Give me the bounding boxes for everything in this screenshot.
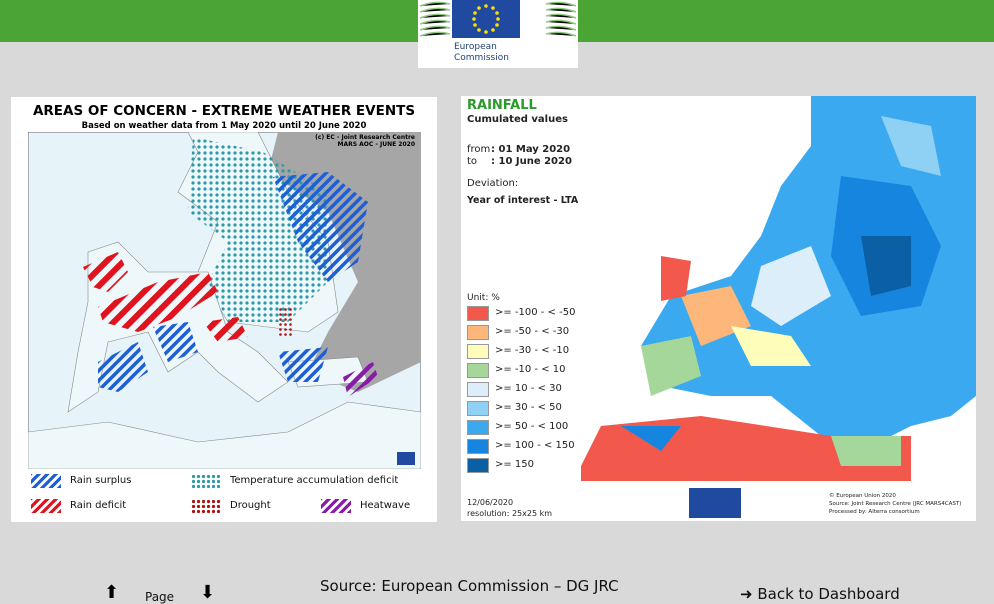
map-credit: © European Union 2020: [829, 493, 896, 499]
legend-label: Heatwave: [360, 500, 411, 511]
legend-label: >= 150: [495, 459, 535, 470]
source-text: Source: European Commission – DG JRC: [320, 577, 619, 595]
legend-swatch: [467, 306, 489, 321]
up-arrow[interactable]: ⬆: [104, 582, 120, 603]
logo-graphic: [419, 0, 577, 38]
legend-swatch: [467, 363, 489, 378]
legend-swatch: [467, 458, 489, 473]
legend-label: >= -30 - < -10: [495, 345, 570, 356]
map-credit: Source: Joint Research Centre (JRC MARS4…: [829, 501, 962, 507]
map-subtitle: Cumulated values: [467, 114, 568, 125]
deviation-label: Deviation:: [467, 178, 519, 189]
map-credit: MARS AOC - JUNE 2020: [337, 141, 415, 148]
map-title: RAINFALL: [467, 98, 537, 113]
legend-swatch: [467, 344, 489, 359]
dashboard-text: Back to Dashboard: [757, 585, 900, 603]
legend-swatch: [191, 474, 221, 488]
legend-swatch: [467, 382, 489, 397]
legend: Rain surplus Temperature accumulation def…: [31, 474, 431, 519]
eu-logo: [689, 488, 741, 518]
map-credit: (c) EC - Joint Research Centre: [315, 134, 415, 141]
map-subtitle: Based on weather data from 1 May 2020 un…: [81, 121, 367, 131]
from-value: : 01 May 2020: [491, 144, 571, 155]
dashboard-link[interactable]: ➜ Back to Dashboard: [740, 585, 900, 603]
legend-label: >= 100 - < 150: [495, 440, 575, 451]
legend-swatch: [31, 499, 61, 513]
map-date: 12/06/2020: [467, 498, 514, 507]
map-credit: Processed by: Alterra consortium: [829, 509, 920, 515]
legend-label: >= 30 - < 50: [495, 402, 562, 413]
legend-label: Rain surplus: [70, 475, 132, 486]
legend-swatch: [191, 499, 221, 513]
legend-label: >= -50 - < -30: [495, 326, 570, 337]
legend-swatch: [467, 420, 489, 435]
to-value: : 10 June 2020: [491, 156, 572, 167]
legend: >= -100 - < -50 >= -50 - < -30 >= -30 - < …: [467, 306, 587, 476]
legend-label: Rain deficit: [70, 500, 127, 511]
logo-text: European: [454, 42, 497, 52]
legend-swatch: [31, 474, 61, 488]
legend-label: >= 10 - < 30: [495, 383, 562, 394]
concern-map-panel: AREAS OF CONCERN - EXTREME WEATHER EVENT…: [11, 97, 437, 522]
legend-label: >= -100 - < -50: [495, 307, 576, 318]
legend-label: Drought: [230, 500, 271, 511]
legend-swatch: [467, 401, 489, 416]
down-arrow[interactable]: ⬇: [200, 582, 216, 603]
legend-swatch: [467, 325, 489, 340]
legend-swatch: [467, 439, 489, 454]
logo-text: Commission: [454, 53, 509, 63]
legend-label: >= -10 - < 10: [495, 364, 566, 375]
legend-label: Temperature accumulation deficit: [230, 475, 399, 486]
page-nav[interactable]: Page: [145, 590, 175, 604]
to-label: to: [467, 156, 478, 167]
legend-label: >= 50 - < 100: [495, 421, 569, 432]
rainfall-map: [581, 96, 976, 481]
legend-swatch: [321, 499, 351, 513]
ec-logo: European Commission: [418, 0, 578, 68]
map-title: AREAS OF CONCERN - EXTREME WEATHER EVENT…: [32, 103, 416, 119]
rainfall-map-panel: RAINFALL Cumulated values from : 01 May …: [461, 96, 976, 521]
map-resolution: resolution: 25x25 km: [467, 509, 553, 518]
unit-label: Unit: %: [467, 293, 500, 303]
concern-map: [28, 132, 421, 469]
from-label: from: [467, 144, 491, 155]
year-label: Year of interest - LTA: [467, 195, 579, 206]
